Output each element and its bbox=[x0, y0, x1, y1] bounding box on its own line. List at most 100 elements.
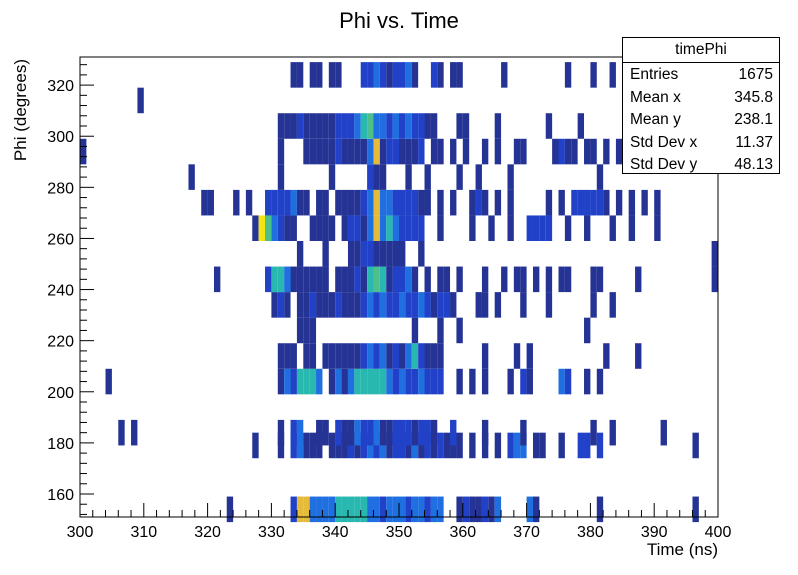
heatmap-bin bbox=[296, 292, 304, 318]
heatmap-bin bbox=[462, 496, 470, 523]
chart-title: Phi vs. Time bbox=[339, 8, 459, 33]
heatmap-bin bbox=[405, 138, 412, 165]
heatmap-bin bbox=[418, 292, 425, 318]
heatmap-bin bbox=[252, 432, 259, 459]
heatmap-bin bbox=[526, 343, 533, 369]
x-tick-label: 350 bbox=[386, 524, 413, 541]
heatmap-bin bbox=[475, 189, 482, 216]
heatmap-bin bbox=[469, 215, 476, 241]
heatmap-bin bbox=[469, 368, 476, 395]
heatmap-bin bbox=[584, 432, 591, 459]
heatmap-bin bbox=[411, 138, 419, 165]
heatmap-bin bbox=[635, 343, 642, 369]
heatmap-bin bbox=[494, 496, 502, 523]
heatmap-bin bbox=[481, 138, 489, 165]
heatmap-bin bbox=[430, 113, 438, 139]
heatmap-bin bbox=[309, 113, 317, 139]
heatmap-bin bbox=[450, 292, 457, 318]
heatmap-bin bbox=[290, 62, 297, 88]
heatmap-bin bbox=[335, 368, 342, 395]
heatmap-bin bbox=[335, 496, 342, 523]
heatmap-bin bbox=[609, 215, 616, 241]
y-axis-label: Phi (degrees) bbox=[11, 59, 30, 161]
heatmap-bin bbox=[545, 292, 553, 318]
stats-row-std-y: Std Dev y 48.13 bbox=[623, 153, 779, 176]
heatmap-bin bbox=[437, 138, 444, 165]
heatmap-bin bbox=[411, 292, 419, 318]
heatmap-bin bbox=[303, 189, 310, 216]
heatmap-bin bbox=[590, 292, 597, 318]
heatmap-bin bbox=[430, 138, 438, 165]
heatmap-bin bbox=[430, 292, 438, 318]
stats-row-mean-x: Mean x 345.8 bbox=[623, 86, 779, 109]
heatmap-bin bbox=[437, 496, 444, 523]
heatmap-bin bbox=[437, 343, 444, 369]
heatmap-bin bbox=[526, 496, 533, 523]
heatmap-bin bbox=[392, 368, 399, 395]
heatmap-bin bbox=[386, 189, 393, 216]
heatmap-bin bbox=[488, 496, 495, 523]
heatmap-bin bbox=[590, 138, 597, 165]
heatmap-bin bbox=[654, 215, 661, 241]
heatmap-bin bbox=[373, 215, 380, 241]
heatmap-bin bbox=[373, 62, 380, 88]
heatmap-bin bbox=[277, 266, 285, 293]
heatmap-bin bbox=[424, 419, 431, 446]
heatmap-bin bbox=[277, 343, 285, 369]
heatmap-bin bbox=[265, 266, 272, 293]
heatmap-bin bbox=[322, 215, 329, 241]
heatmap-bin bbox=[386, 292, 393, 318]
heatmap-bin bbox=[392, 113, 399, 139]
heatmap-bin bbox=[596, 496, 604, 523]
heatmap-bin bbox=[290, 113, 297, 139]
heatmap-bin bbox=[309, 343, 317, 369]
heatmap-bin bbox=[296, 368, 304, 395]
heatmap-bin bbox=[271, 292, 278, 318]
heatmap-bin bbox=[532, 496, 540, 523]
heatmap-bin bbox=[367, 113, 374, 139]
x-tick-label: 360 bbox=[449, 524, 476, 541]
stats-row-mean-y: Mean y 238.1 bbox=[623, 108, 779, 131]
heatmap-bin bbox=[392, 496, 399, 523]
heatmap-bin bbox=[373, 368, 380, 395]
heatmap-bin bbox=[354, 241, 361, 267]
heatmap-bin bbox=[296, 266, 304, 293]
heatmap-bin bbox=[188, 164, 195, 190]
heatmap-bin bbox=[418, 189, 425, 216]
heatmap-bin bbox=[424, 343, 431, 369]
heatmap-bin bbox=[456, 432, 463, 459]
heatmap-bin bbox=[399, 138, 406, 165]
heatmap-bin bbox=[456, 368, 463, 395]
heatmap-bin bbox=[437, 292, 444, 318]
stats-label: Mean y bbox=[630, 111, 681, 129]
heatmap-bin bbox=[373, 138, 380, 165]
heatmap-bin bbox=[347, 343, 355, 369]
heatmap-bin bbox=[347, 292, 355, 318]
x-tick-label: 310 bbox=[130, 524, 157, 541]
heatmap-bin bbox=[309, 432, 317, 459]
heatmap-bin bbox=[584, 368, 591, 395]
heatmap-bin bbox=[322, 113, 329, 139]
heatmap-bin bbox=[399, 419, 406, 446]
heatmap-bin bbox=[399, 368, 406, 395]
heatmap-bin bbox=[462, 138, 470, 165]
heatmap-bin bbox=[418, 215, 425, 241]
heatmap-bin bbox=[303, 496, 310, 523]
heatmap-bin bbox=[347, 189, 355, 216]
heatmap-bin bbox=[328, 496, 336, 523]
heatmap-bin bbox=[201, 189, 208, 216]
y-tick-label: 320 bbox=[47, 78, 74, 95]
x-tick-label: 390 bbox=[641, 524, 668, 541]
heatmap-bin bbox=[411, 266, 419, 293]
heatmap-bin bbox=[545, 189, 553, 216]
heatmap-bin bbox=[424, 368, 431, 395]
heatmap-bin bbox=[564, 368, 572, 395]
heatmap-bin bbox=[437, 62, 444, 88]
heatmap-bin bbox=[284, 292, 291, 318]
heatmap-bin bbox=[360, 189, 368, 216]
heatmap-bin bbox=[469, 189, 476, 216]
stats-row-entries: Entries 1675 bbox=[623, 63, 779, 86]
heatmap-bin bbox=[545, 215, 553, 241]
heatmap-bin bbox=[584, 215, 591, 241]
